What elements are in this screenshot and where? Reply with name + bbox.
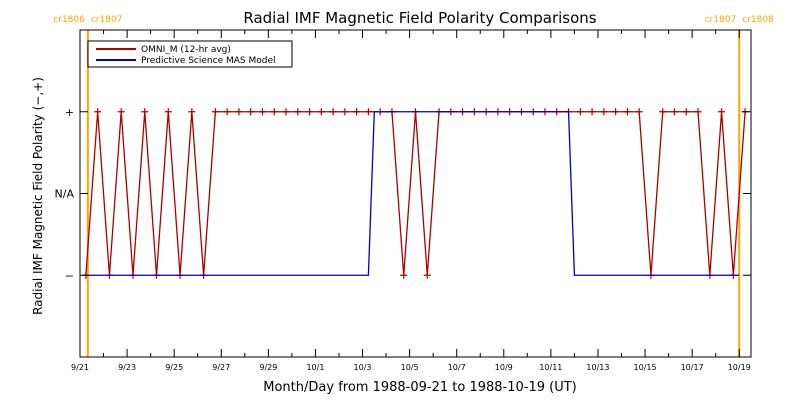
x-tick-label: 9/23 [118, 363, 136, 372]
cr-label-after: cr1808 [742, 15, 774, 25]
omni-data-point [423, 271, 431, 279]
omni-data-point [117, 108, 125, 116]
omni-data-point [329, 108, 337, 116]
x-tick-label: 10/9 [495, 363, 513, 372]
y-axis-ticks: − N/A + [55, 29, 751, 358]
y-tick-label: N/A [55, 188, 75, 201]
omni-data-point [247, 108, 255, 116]
legend: OMNI_M (12-hr avg) Predictive Science MA… [87, 40, 293, 68]
x-tick-label: 10/15 [634, 363, 657, 372]
cr-label-before: cr1807 [705, 15, 737, 25]
x-tick-label: 10/17 [681, 363, 704, 372]
mas-model-series-line [85, 111, 740, 276]
omni-data-point [353, 108, 361, 116]
x-tick-label: 10/11 [539, 363, 562, 372]
omni-data-point [341, 108, 349, 116]
x-tick-label: 10/13 [586, 363, 609, 372]
omni-data-point [694, 108, 702, 116]
x-axis-label: Month/Day from 1988-09-21 to 1988-10-19 … [263, 380, 576, 395]
omni-data-point [270, 108, 278, 116]
series-layer [82, 108, 749, 279]
omni-data-point [682, 108, 690, 116]
cr-label-before: cr1806 [53, 15, 85, 25]
omni-data-point [188, 108, 196, 116]
omni-data-point [317, 108, 325, 116]
omni-data-point [364, 108, 372, 116]
omni-data-point [235, 108, 243, 116]
x-tick-label: 9/29 [259, 363, 277, 372]
x-tick-label: 10/7 [448, 363, 466, 372]
x-tick-label: 9/21 [71, 363, 89, 372]
omni-data-point [400, 271, 408, 279]
y-tick-label: − [65, 269, 74, 282]
omni-data-point [623, 108, 631, 116]
omni-data-point [600, 108, 608, 116]
x-tick-label: 9/27 [212, 363, 230, 372]
omni-data-point [294, 108, 302, 116]
legend-label-omni: OMNI_M (12-hr avg) [141, 45, 231, 55]
y-tick-label: + [65, 106, 74, 119]
x-tick-label: 10/5 [401, 363, 419, 372]
omni-series-line [85, 111, 746, 276]
omni-data-point [718, 108, 726, 116]
omni-data-point [670, 108, 678, 116]
omni-data-point [223, 108, 231, 116]
omni-data-point [282, 108, 290, 116]
y-axis-label: Radial IMF Magnetic Field Polarity (−,+) [31, 77, 45, 315]
x-axis-ticks: 9/21 9/23 9/25 9/27 9/29 10/1 10/3 10/5 10/7 10/9… [71, 30, 751, 372]
omni-data-point [164, 108, 172, 116]
omni-data-point [258, 108, 266, 116]
omni-data-point [211, 108, 219, 116]
omni-data-point [576, 108, 584, 116]
x-tick-label: 10/19 [728, 363, 751, 372]
x-tick-label: 10/3 [354, 363, 372, 372]
legend-label-mas: Predictive Science MAS Model [141, 56, 276, 66]
cr-label-after: cr1807 [91, 15, 123, 25]
omni-data-point [141, 108, 149, 116]
plot-frame [79, 29, 752, 358]
x-tick-label: 9/25 [165, 363, 183, 372]
chart-title: Radial IMF Magnetic Field Polarity Compa… [243, 9, 596, 27]
omni-data-point [588, 108, 596, 116]
omni-data-point [635, 108, 643, 116]
omni-data-point [306, 108, 314, 116]
omni-data-point [94, 108, 102, 116]
legend-box [87, 40, 293, 68]
omni-data-point [659, 108, 667, 116]
x-tick-label: 10/1 [306, 363, 324, 372]
omni-data-point [612, 108, 620, 116]
